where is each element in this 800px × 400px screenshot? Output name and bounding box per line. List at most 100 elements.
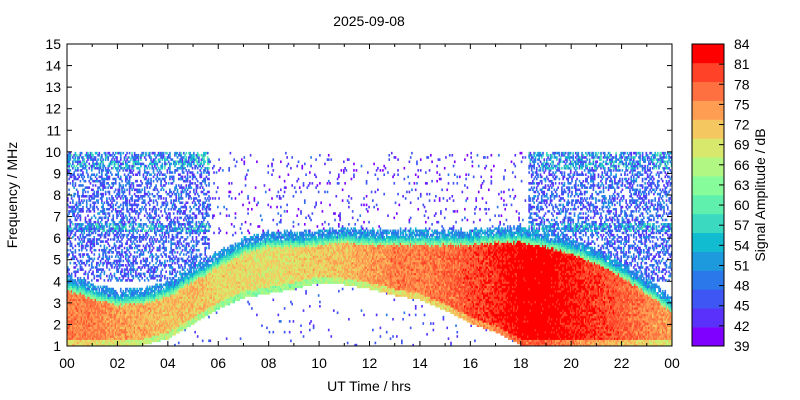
heatmap-cell xyxy=(67,274,69,278)
heatmap-cell xyxy=(69,231,72,235)
heatmap-cell xyxy=(69,298,72,302)
heatmap-cell xyxy=(131,195,133,198)
heatmap-cell xyxy=(79,179,82,183)
heatmap-cell xyxy=(161,274,164,278)
heatmap-cell xyxy=(67,322,69,325)
heatmap-cell xyxy=(70,309,73,312)
heatmap-cell xyxy=(77,302,79,306)
heatmap-cell xyxy=(75,298,78,302)
heatmap-cell xyxy=(73,257,75,261)
heatmap-cell xyxy=(77,326,79,330)
heatmap-cell xyxy=(161,214,164,217)
heatmap-cell xyxy=(68,289,70,293)
heatmap-cell xyxy=(75,307,78,310)
heatmap-cell xyxy=(68,307,70,310)
heatmap-cell xyxy=(74,158,77,161)
heatmap-cell xyxy=(116,201,118,205)
heatmap-cell xyxy=(68,205,70,209)
heatmap-cell xyxy=(93,253,96,256)
heatmap-cell xyxy=(75,328,78,332)
heatmap-cell xyxy=(75,164,78,168)
heatmap-cell xyxy=(106,197,108,200)
heatmap-cell xyxy=(69,330,72,334)
heatmap-cell xyxy=(89,182,92,185)
heatmap-cell xyxy=(137,203,140,207)
heatmap-cell xyxy=(68,300,70,304)
heatmap-cell xyxy=(77,285,79,289)
heatmap-cell xyxy=(74,231,77,235)
heatmap-cell xyxy=(181,201,184,205)
heatmap-cell xyxy=(75,205,78,209)
heatmap-cell xyxy=(75,223,78,226)
heatmap-cell xyxy=(70,244,73,248)
heatmap-cell xyxy=(74,309,77,312)
heatmap-cell xyxy=(103,244,106,248)
heatmap-cell xyxy=(172,235,175,239)
heatmap-cell xyxy=(78,309,80,312)
heatmap-cell xyxy=(67,231,69,235)
heatmap-cell xyxy=(69,311,72,315)
heatmap-cell xyxy=(75,283,78,286)
heatmap-cell xyxy=(77,289,79,293)
heatmap-cell xyxy=(78,261,80,265)
heatmap-cell xyxy=(72,343,74,347)
heatmap-cell xyxy=(165,264,167,267)
heatmap-cell xyxy=(142,151,145,155)
heatmap-cell xyxy=(68,322,70,325)
heatmap-cell xyxy=(143,272,146,276)
heatmap-cell xyxy=(68,326,70,330)
heatmap-cell xyxy=(77,190,79,194)
heatmap-cell xyxy=(74,287,77,291)
heatmap-cell xyxy=(77,298,79,302)
heatmap-cell xyxy=(157,255,160,258)
heatmap-cell xyxy=(73,339,75,343)
heatmap-cell xyxy=(72,300,74,304)
heatmap-cell xyxy=(155,207,157,211)
heatmap-cell xyxy=(126,197,128,200)
heatmap-cell xyxy=(113,199,116,202)
heatmap-cell xyxy=(74,337,77,340)
heatmap-cell xyxy=(148,192,151,196)
heatmap-cell xyxy=(69,156,72,159)
heatmap-cell xyxy=(70,335,73,338)
heatmap-cell xyxy=(70,324,73,327)
heatmap-cell xyxy=(78,337,80,340)
heatmap-cell xyxy=(83,199,86,202)
heatmap-cell xyxy=(67,324,69,327)
heatmap-cell xyxy=(119,151,122,155)
heatmap-cell xyxy=(185,156,188,159)
heatmap-cell xyxy=(67,326,69,330)
heatmap-cell xyxy=(72,337,74,340)
heatmap-cell xyxy=(67,242,69,246)
heatmap-cell xyxy=(175,205,178,209)
heatmap-cell xyxy=(84,179,87,183)
heatmap-cell xyxy=(78,285,80,289)
heatmap-cell xyxy=(72,201,74,205)
heatmap-cell xyxy=(135,223,137,226)
heatmap-cell xyxy=(73,315,75,319)
heatmap-cell xyxy=(68,309,70,312)
heatmap-cell xyxy=(77,307,79,310)
heatmap-cell xyxy=(148,166,151,170)
heatmap-cell xyxy=(67,270,69,274)
heatmap-cell xyxy=(77,177,79,181)
heatmap-cell xyxy=(69,285,72,289)
heatmap-cell xyxy=(165,175,167,179)
heatmap-cell xyxy=(93,235,96,239)
heatmap-cell xyxy=(130,175,132,179)
heatmap-cell xyxy=(78,294,80,297)
heatmap-cell xyxy=(73,294,75,297)
heatmap-cell xyxy=(112,214,115,217)
heatmap-cell xyxy=(73,330,75,334)
heatmap-cell xyxy=(108,175,111,179)
heatmap-cell xyxy=(78,328,80,332)
heatmap-cell xyxy=(72,156,74,159)
heatmap-cell xyxy=(111,255,113,258)
heatmap-cell xyxy=(102,240,104,243)
heatmap-cell xyxy=(69,335,72,338)
heatmap-cell xyxy=(143,186,146,189)
heatmap-cell xyxy=(67,253,69,256)
heatmap-cell xyxy=(74,343,77,347)
heatmap-cell xyxy=(161,268,164,271)
heatmap-cell xyxy=(93,257,96,261)
